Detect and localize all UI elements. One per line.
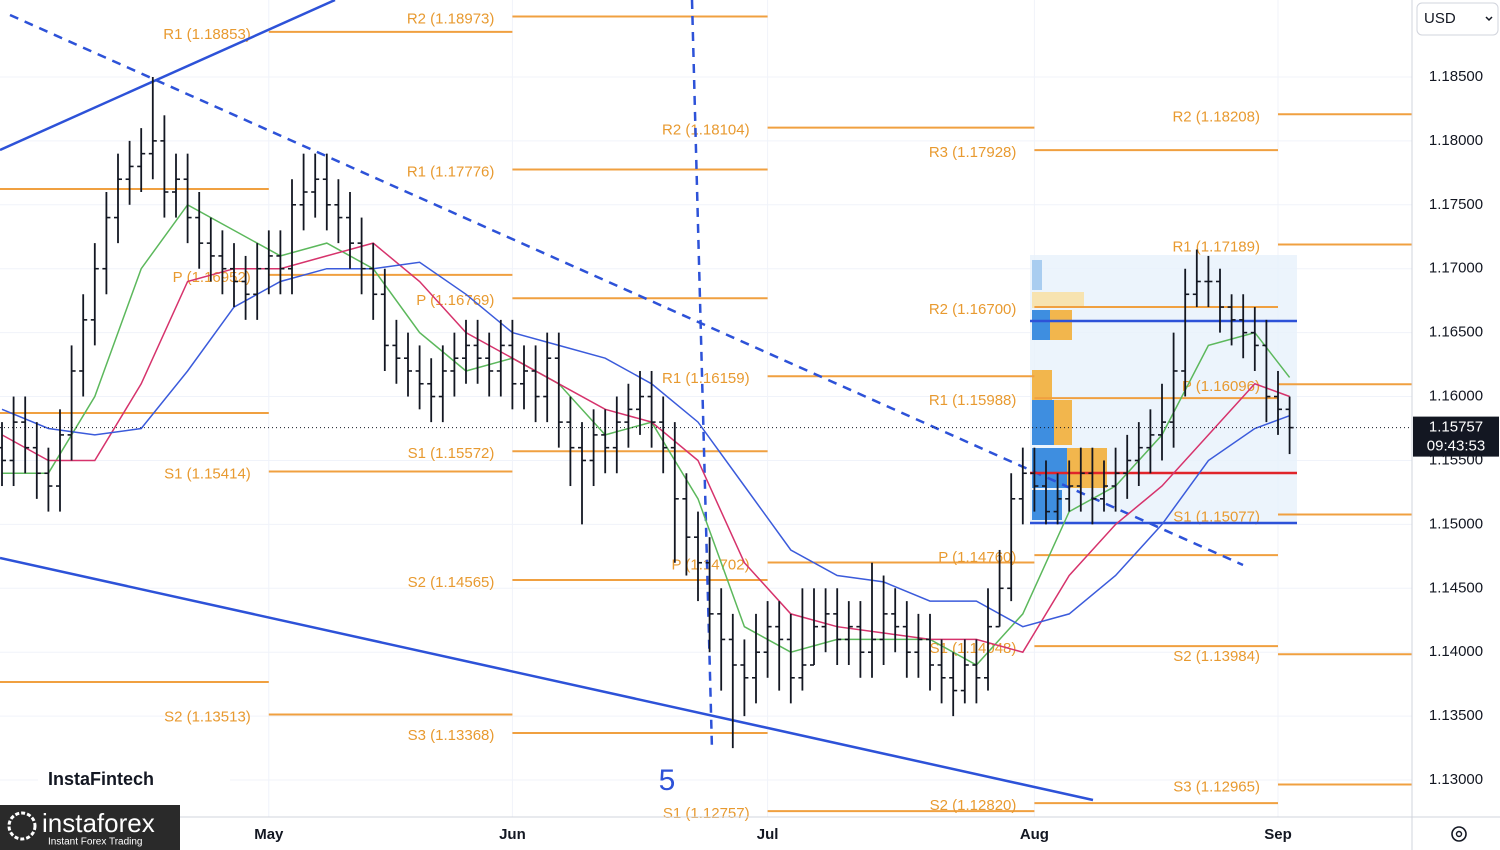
currency-label: USD xyxy=(1424,10,1456,27)
profile-bar xyxy=(1032,448,1067,488)
y-tick-label: 1.18000 xyxy=(1429,132,1483,149)
pivot-label: R2 (1.18973) xyxy=(407,10,495,27)
profile-bar xyxy=(1032,400,1054,445)
pivot-label: P (1.16952) xyxy=(173,269,251,286)
x-tick-label: Aug xyxy=(1020,826,1049,843)
pivot-label: P (1.14760) xyxy=(938,549,1016,566)
pivot-label: S1 (1.15414) xyxy=(164,465,251,482)
watermark: InstaFintech xyxy=(48,769,154,789)
pivot-label: S3 (1.12965) xyxy=(1173,778,1260,795)
last-price-box xyxy=(1413,416,1499,457)
logo-box xyxy=(0,805,180,850)
pivot-label: S1 (1.12757) xyxy=(663,805,750,822)
y-tick-label: 1.13000 xyxy=(1429,771,1483,788)
currency-select[interactable] xyxy=(1416,2,1499,36)
logo-icon xyxy=(7,811,37,841)
profile-bar xyxy=(1032,370,1052,400)
watermark-box xyxy=(38,760,230,800)
pivot-label: P (1.16096) xyxy=(1182,378,1260,395)
pivot-label: P (1.14702) xyxy=(671,556,749,573)
profile-bar xyxy=(1032,260,1042,290)
pivot-label: R1 (1.18853) xyxy=(163,26,251,43)
logo-tagline: Instant Forex Trading xyxy=(48,837,143,848)
trend-line xyxy=(0,0,336,152)
y-tick-label: 1.16000 xyxy=(1429,388,1483,405)
trend-line xyxy=(0,556,1094,802)
x-tick-label: Sep xyxy=(1264,826,1292,843)
chevron xyxy=(1485,16,1493,22)
pivot-label: R2 (1.18208) xyxy=(1172,108,1260,125)
y-tick-label: 1.17000 xyxy=(1429,260,1483,277)
x-tick-label: Jul xyxy=(757,826,779,843)
pivot-label: S3 (1.13368) xyxy=(408,727,495,744)
pivot-label: S2 (1.12820) xyxy=(930,797,1017,814)
vertical-dashed-line xyxy=(690,0,714,751)
pivot-label: R2 (1.18104) xyxy=(662,122,750,139)
pivot-label: R1 (1.17776) xyxy=(407,163,495,180)
y-tick-label: 1.16500 xyxy=(1429,324,1483,341)
y-tick-label: 1.18500 xyxy=(1429,68,1483,85)
pivot-label: R2 (1.16700) xyxy=(929,301,1017,318)
x-tick-label: May xyxy=(254,826,284,843)
pivot-label: S2 (1.13984) xyxy=(1173,648,1260,665)
last-price-label: 1.15757 xyxy=(1429,419,1483,436)
profile-bar xyxy=(1032,310,1050,340)
y-tick-label: 1.14000 xyxy=(1429,643,1483,660)
axes: 1.130001.135001.140001.145001.150001.155… xyxy=(254,68,1499,843)
volume-profile xyxy=(1030,255,1297,523)
pivot-label: P (1.16769) xyxy=(416,292,494,309)
settings-icon-center xyxy=(1455,830,1463,838)
pivot-label: S2 (1.14565) xyxy=(408,574,495,591)
pivot-label: R1 (1.16159) xyxy=(662,370,750,387)
pivot-label: S1 (1.15572) xyxy=(408,445,495,462)
y-tick-label: 1.15000 xyxy=(1429,515,1483,532)
price-bars xyxy=(0,76,1412,749)
pivot-label: S1 (1.15077) xyxy=(1173,509,1260,526)
pivot-label: R3 (1.17928) xyxy=(929,144,1017,161)
y-tick-label: 1.14500 xyxy=(1429,579,1483,596)
settings-icon[interactable] xyxy=(1451,826,1467,842)
y-tick-label: 1.17500 xyxy=(1429,196,1483,213)
profile-bar xyxy=(1032,292,1084,308)
pivot-label: R1 (1.17189) xyxy=(1172,239,1260,256)
x-tick-label: Jun xyxy=(499,826,526,843)
pivot-label: S2 (1.13513) xyxy=(164,708,251,725)
pivot-label: R1 (1.15988) xyxy=(929,392,1017,409)
pivot-label: S1 (1.14048) xyxy=(930,640,1017,657)
y-tick-label: 1.13500 xyxy=(1429,707,1483,724)
wave-label: 5 xyxy=(659,764,676,797)
logo-text: instaforex xyxy=(42,808,155,838)
countdown: 09:43:53 xyxy=(1427,438,1485,455)
